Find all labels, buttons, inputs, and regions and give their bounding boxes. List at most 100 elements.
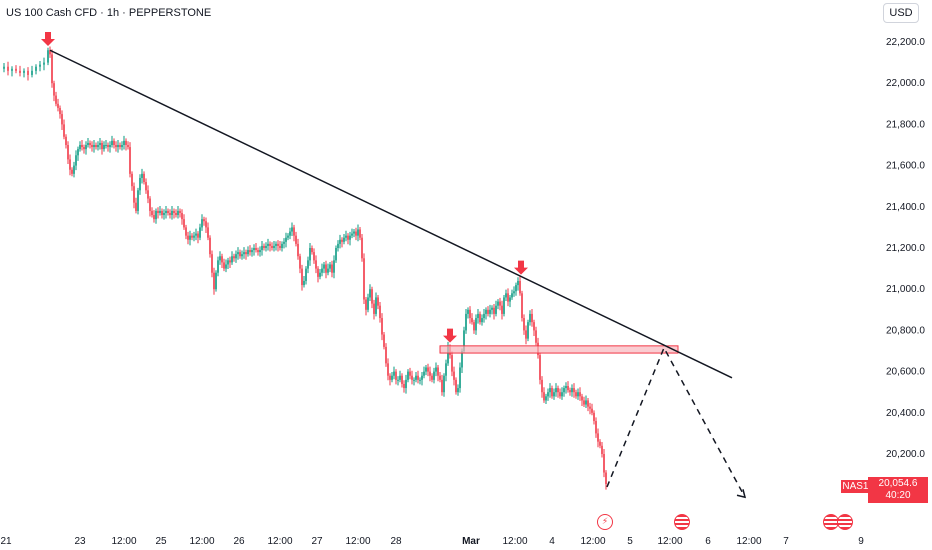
candle-body xyxy=(105,145,107,146)
candle-body xyxy=(585,400,587,405)
us-flag-event-icon[interactable] xyxy=(674,514,690,530)
candle-body xyxy=(175,212,177,216)
candle-body xyxy=(71,169,73,174)
candle-body xyxy=(493,307,495,314)
candle-body xyxy=(57,103,59,108)
candle-body xyxy=(603,454,605,473)
candle-body xyxy=(409,371,411,376)
candle-body xyxy=(195,233,197,236)
candle-body xyxy=(171,210,173,216)
candle-body xyxy=(285,237,287,242)
candle-body xyxy=(311,248,313,253)
candle-body xyxy=(61,114,63,125)
x-tick-label: 12:00 xyxy=(267,536,292,547)
candle-body xyxy=(133,186,135,203)
candle-body xyxy=(89,142,91,145)
candle-body xyxy=(535,330,537,343)
candle-body xyxy=(579,392,581,397)
x-tick-label: 12:00 xyxy=(657,536,682,547)
y-tick-label: 21,400.0 xyxy=(886,202,925,213)
candle-body xyxy=(225,264,227,269)
candle-body xyxy=(177,210,179,216)
candle-body xyxy=(403,383,405,389)
candle-body xyxy=(229,260,231,263)
candle-body xyxy=(391,375,393,380)
candle-body xyxy=(507,293,509,302)
candle-body xyxy=(365,299,367,310)
candle-body xyxy=(479,313,481,323)
candle-body xyxy=(459,367,461,389)
candle-body xyxy=(59,107,61,115)
candle-body xyxy=(135,202,137,211)
arrow-layer xyxy=(41,32,528,343)
x-tick-label: 12:00 xyxy=(736,536,761,547)
candle-body xyxy=(347,235,349,240)
x-tick-label: 5 xyxy=(627,536,633,547)
candle-body xyxy=(583,400,585,405)
x-tick-label: 21 xyxy=(0,536,12,547)
y-tick-label: 22,200.0 xyxy=(886,37,925,48)
down-arrow-icon xyxy=(443,328,457,343)
candle-body xyxy=(69,159,71,170)
candle-body xyxy=(281,243,283,248)
candle-body xyxy=(187,235,189,240)
candle-body xyxy=(439,375,441,380)
candle-body xyxy=(425,367,427,372)
candle-body xyxy=(91,145,93,148)
candle-body xyxy=(397,379,399,381)
candle-body xyxy=(139,177,141,191)
candle-body xyxy=(505,293,507,298)
y-tick-label: 20,800.0 xyxy=(886,325,925,336)
candle-body xyxy=(151,210,153,216)
price-tag-countdown: 40:20 xyxy=(885,490,911,501)
candle-body xyxy=(107,145,109,148)
candle-body xyxy=(559,392,561,397)
candle-body xyxy=(315,260,317,269)
candle-body xyxy=(201,219,203,228)
candle-body xyxy=(283,241,285,244)
candle-body xyxy=(307,260,309,269)
candle-body xyxy=(259,250,261,253)
candle-body xyxy=(471,318,473,323)
candle-body xyxy=(435,367,437,372)
candle-body xyxy=(115,145,117,148)
candle-body xyxy=(383,334,385,347)
y-tick-label: 21,000.0 xyxy=(886,284,925,295)
candle-body xyxy=(431,375,433,380)
candle-body xyxy=(117,145,119,148)
candle-body xyxy=(541,379,543,393)
candle-body xyxy=(587,400,589,407)
candle-body xyxy=(445,363,447,376)
candle-body xyxy=(601,445,603,454)
candle-body xyxy=(343,237,345,242)
candle-body xyxy=(345,235,347,238)
candle-body xyxy=(111,140,113,145)
candle-body xyxy=(339,239,341,244)
candle-body xyxy=(353,231,355,234)
candle-body xyxy=(265,245,267,248)
candle-body xyxy=(377,297,379,306)
candle-body xyxy=(369,289,371,298)
candle-body xyxy=(489,309,491,314)
candle-body xyxy=(145,182,147,191)
candle-body xyxy=(51,54,53,84)
trendline xyxy=(49,49,733,379)
candle-body xyxy=(475,318,477,331)
x-tick-label: 28 xyxy=(390,536,402,547)
candle-body xyxy=(263,245,265,248)
candle-body xyxy=(547,392,549,397)
candle-body xyxy=(595,421,597,434)
candle-body xyxy=(549,388,551,393)
down-arrow-icon xyxy=(514,260,528,275)
candle-body xyxy=(221,256,223,263)
projection-path xyxy=(606,346,746,498)
candle-body xyxy=(323,264,325,269)
candle-body xyxy=(575,392,577,397)
candle-body xyxy=(531,313,533,323)
currency-button[interactable]: USD xyxy=(883,3,919,23)
candle-body xyxy=(181,212,183,220)
lightning-event-icon[interactable]: ⚡ xyxy=(597,514,613,530)
us-flag-event-icon[interactable] xyxy=(837,514,853,530)
